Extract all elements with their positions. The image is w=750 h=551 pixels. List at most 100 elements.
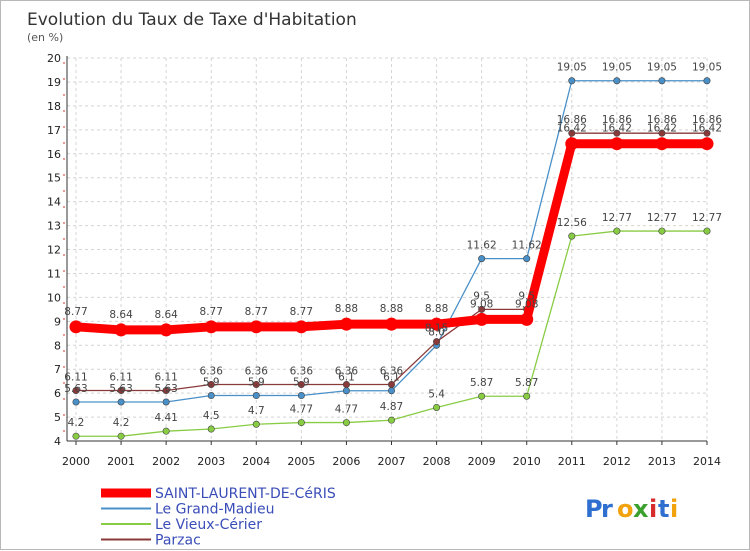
y-tick-label: 12 (47, 244, 61, 257)
data-point (117, 386, 125, 394)
data-label: 12.77 (602, 212, 632, 224)
logo-letter: P (585, 495, 603, 523)
data-point (568, 77, 576, 85)
data-label: 5.9 (248, 377, 265, 389)
y-tick-label: 17 (47, 124, 61, 137)
y-tick-label: 6 (54, 387, 61, 400)
x-tick-label: 2005 (287, 455, 315, 468)
data-point (252, 420, 260, 428)
data-point (72, 398, 80, 406)
axes: 4 5 6 7 8 9 10 11 12 13 14 15 16 17 18 19 20 2000 2001 2002… (47, 52, 721, 468)
data-point (475, 312, 489, 326)
y-tick-label: 13 (47, 220, 61, 233)
data-label: 16.42 (602, 123, 632, 135)
y-tick-label: 20 (47, 52, 61, 65)
data-point (658, 227, 666, 235)
data-point (162, 427, 170, 435)
data-label: 16.86 (602, 114, 632, 126)
logo-letter: i (670, 495, 678, 523)
data-label: 12.56 (557, 217, 587, 229)
data-label: 6.1 (383, 372, 400, 384)
x-tick-label: 2013 (648, 455, 676, 468)
data-point (658, 129, 666, 137)
data-point (433, 403, 441, 411)
y-tick-label: 8 (54, 339, 61, 352)
data-label: 16.86 (692, 114, 722, 126)
data-point (703, 77, 711, 85)
data-label: 11.62 (512, 240, 542, 252)
x-tick-label: 2002 (152, 455, 180, 468)
data-label: 4.77 (290, 404, 313, 416)
x-tick-label: 2001 (107, 455, 135, 468)
data-label: 12.77 (647, 212, 677, 224)
x-tick-label: 2000 (62, 455, 90, 468)
data-point (478, 392, 486, 400)
data-label: 4.7 (248, 405, 265, 417)
data-point (430, 317, 444, 331)
data-point (387, 387, 395, 395)
data-label: 9.5 (518, 290, 535, 302)
data-point (523, 392, 531, 400)
chart-subtitle: (en %) (27, 31, 63, 44)
y-tick-label: 7 (54, 363, 61, 376)
data-label: 8.0 (428, 326, 445, 338)
y-tick-label: 16 (47, 148, 61, 161)
data-point (658, 77, 666, 85)
data-label: 8.77 (200, 306, 223, 318)
data-label: 16.42 (692, 123, 722, 135)
data-point (159, 323, 173, 337)
data-label: 5.87 (515, 377, 538, 389)
data-point (387, 416, 395, 424)
data-label: 4.2 (68, 417, 85, 429)
y-tick-label: 15 (47, 172, 61, 185)
logo-letter: i (649, 495, 657, 523)
data-label: 8.88 (380, 303, 403, 315)
y-tick-label: 14 (47, 196, 61, 209)
series-line-0 (71, 139, 712, 335)
data-label: 5.9 (293, 377, 310, 389)
data-label: 16.86 (647, 114, 677, 126)
y-tick-label: 18 (47, 100, 61, 113)
data-point (162, 386, 170, 394)
data-label: 5.63 (109, 383, 132, 395)
x-tick-label: 2014 (693, 455, 721, 468)
x-tick-label: 2004 (242, 455, 270, 468)
data-point (297, 381, 305, 389)
data-point (252, 392, 260, 400)
data-label: 8.77 (245, 306, 268, 318)
data-point (610, 137, 624, 151)
data-label: 5.4 (428, 388, 445, 400)
data-point (478, 305, 486, 313)
data-label: 9.08 (515, 298, 538, 310)
data-label: 5.63 (154, 383, 177, 395)
data-label: 8.88 (335, 303, 358, 315)
x-tick-label: 2011 (558, 455, 586, 468)
data-point (297, 419, 305, 427)
x-tick-label: 2007 (378, 455, 406, 468)
y-tick-label: 10 (47, 291, 61, 304)
data-point (568, 232, 576, 240)
legend-label: Le Grand-Madieu (155, 502, 275, 518)
data-point (387, 381, 395, 389)
x-tick-label: 2003 (197, 455, 225, 468)
data-label: 5.63 (64, 383, 87, 395)
data-point (204, 320, 218, 334)
data-point (339, 317, 353, 331)
data-labels: 8.77 8.64 8.64 8.77 8.77 8.77 8.88 8.88 8.88 9.08… (64, 62, 722, 429)
data-point (478, 255, 486, 263)
data-label: 8.77 (64, 306, 87, 318)
data-point (297, 392, 305, 400)
y-tick-label: 19 (47, 76, 61, 89)
data-point (207, 392, 215, 400)
series-line-3 (75, 132, 708, 392)
chart-title: Evolution du Taux de Taxe d'Habitation (27, 10, 357, 30)
data-point (520, 312, 534, 326)
data-point (252, 381, 260, 389)
x-tick-label: 2012 (603, 455, 631, 468)
data-label: 6.36 (200, 366, 224, 378)
data-point (613, 227, 621, 235)
data-label: 8.15 (425, 323, 448, 335)
data-label: 8.64 (109, 309, 133, 321)
